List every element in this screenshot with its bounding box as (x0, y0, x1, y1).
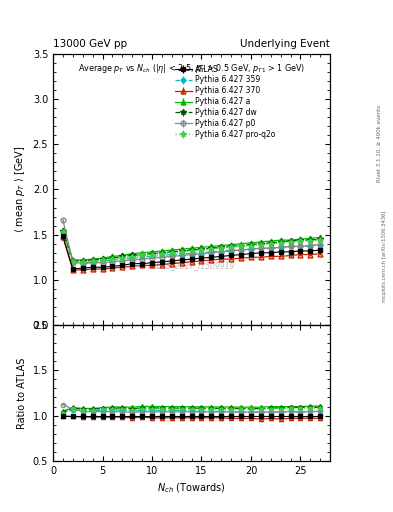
Y-axis label: $\langle$ mean $p_T$ $\rangle$ [GeV]: $\langle$ mean $p_T$ $\rangle$ [GeV] (13, 146, 27, 233)
Text: mcplots.cern.ch [arXiv:1306.3436]: mcplots.cern.ch [arXiv:1306.3436] (382, 210, 387, 302)
Legend: ATLAS, Pythia 6.427 359, Pythia 6.427 370, Pythia 6.427 a, Pythia 6.427 dw, Pyth: ATLAS, Pythia 6.427 359, Pythia 6.427 37… (173, 63, 277, 140)
Text: Underlying Event: Underlying Event (240, 38, 330, 49)
Y-axis label: Ratio to ATLAS: Ratio to ATLAS (17, 357, 27, 429)
Text: Rivet 3.1.10, ≥ 400k events: Rivet 3.1.10, ≥ 400k events (377, 105, 382, 182)
Text: Average $p_T$ vs $N_{ch}$ ($|\eta|$ < 2.5, $p_T$ > 0.5 GeV, $p_{T1}$ > 1 GeV): Average $p_T$ vs $N_{ch}$ ($|\eta|$ < 2.… (78, 62, 305, 75)
Text: ATLAS_2017_I1509919: ATLAS_2017_I1509919 (148, 261, 235, 270)
Text: 13000 GeV pp: 13000 GeV pp (53, 38, 127, 49)
X-axis label: $N_{ch}$ (Towards): $N_{ch}$ (Towards) (157, 481, 226, 495)
